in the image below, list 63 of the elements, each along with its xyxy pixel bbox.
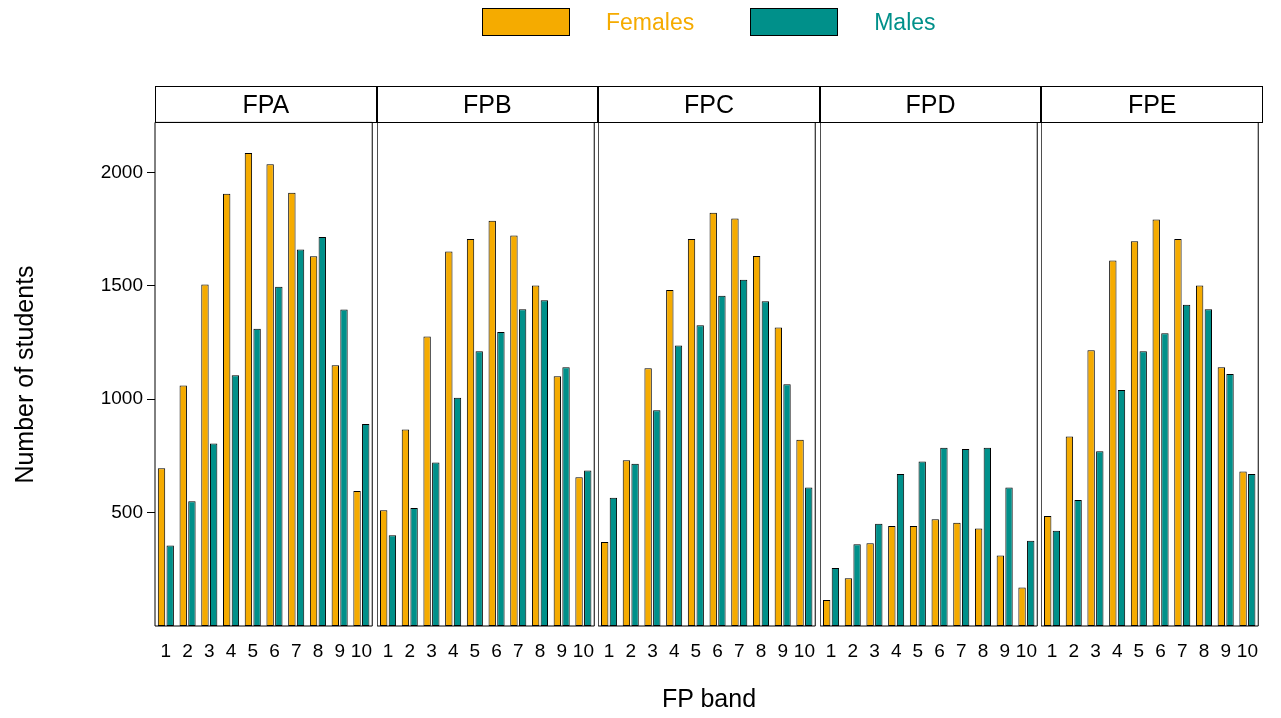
x-tick-label: 2 — [182, 639, 193, 661]
x-tick-label: 6 — [490, 639, 502, 661]
y-tick-label: 1000 — [100, 387, 143, 409]
x-tick-label: 10 — [572, 639, 594, 661]
x-tick-label: 8 — [534, 639, 545, 661]
x-tick-label: 3 — [425, 639, 437, 661]
x-tick-label: 1 — [1047, 639, 1058, 661]
x-tick-label: 8 — [1199, 639, 1210, 661]
x-tick-label: 7 — [512, 639, 524, 661]
y-axis-title: Number of students — [9, 264, 39, 484]
legend-label: Females — [606, 8, 695, 35]
x-tick-label: 3 — [647, 639, 658, 661]
x-tick-label: 7 — [955, 639, 967, 661]
x-tick-label: 7 — [1177, 639, 1188, 661]
x-tick-label: 8 — [312, 639, 324, 661]
x-tick-label: 9 — [777, 639, 789, 661]
chart-title: FPB — [376, 86, 599, 123]
x-tick-label: 2 — [625, 639, 637, 661]
x-axis-title: FP band — [662, 684, 757, 713]
x-tick-label: 10 — [350, 639, 372, 661]
x-tick-label: 3 — [868, 639, 880, 661]
x-tick-label: 1 — [603, 639, 615, 661]
x-tick-label: 5 — [247, 639, 259, 661]
x-tick-label: 6 — [712, 639, 724, 661]
x-tick-label: 5 — [690, 639, 702, 661]
x-tick-label: 7 — [734, 639, 745, 661]
chart-title: FPA — [155, 86, 377, 123]
x-tick-label: 9 — [999, 639, 1010, 661]
x-tick-label: 10 — [1237, 639, 1259, 661]
legend-label: Males — [874, 8, 936, 35]
x-tick-label: 6 — [269, 639, 280, 661]
x-tick-label: 6 — [1155, 639, 1167, 661]
x-tick-label: 5 — [1133, 639, 1145, 661]
chart-title: FPE — [1041, 86, 1263, 123]
y-tick-label: 500 — [111, 500, 143, 522]
y-tick-label: 2000 — [100, 160, 143, 182]
x-tick-label: 1 — [382, 639, 393, 661]
x-tick-label: 4 — [447, 639, 459, 661]
x-tick-label: 3 — [204, 639, 215, 661]
x-tick-label: 8 — [977, 639, 989, 661]
x-tick-label: 2 — [847, 639, 858, 661]
x-tick-label: 2 — [404, 639, 415, 661]
y-tick-label: 1500 — [100, 273, 143, 295]
x-tick-label: 1 — [160, 639, 172, 661]
x-tick-label: 9 — [1220, 639, 1232, 661]
x-tick-label: 9 — [334, 639, 345, 661]
x-tick-label: 6 — [934, 639, 945, 661]
x-tick-label: 4 — [890, 639, 902, 661]
x-tick-label: 3 — [1090, 639, 1102, 661]
chart-title: FPD — [819, 86, 1042, 123]
x-tick-label: 2 — [1068, 639, 1080, 661]
x-tick-label: 9 — [555, 639, 567, 661]
x-tick-label: 4 — [1112, 639, 1124, 661]
x-tick-label: 5 — [912, 639, 923, 661]
x-tick-label: 8 — [755, 639, 767, 661]
x-tick-label: 4 — [669, 639, 681, 661]
chart-title: FPC — [598, 86, 820, 123]
x-tick-label: 1 — [825, 639, 837, 661]
x-tick-label: 4 — [225, 639, 237, 661]
x-tick-label: 10 — [794, 639, 816, 661]
x-tick-label: 10 — [1015, 639, 1037, 661]
x-tick-label: 5 — [469, 639, 480, 661]
x-tick-label: 7 — [290, 639, 302, 661]
